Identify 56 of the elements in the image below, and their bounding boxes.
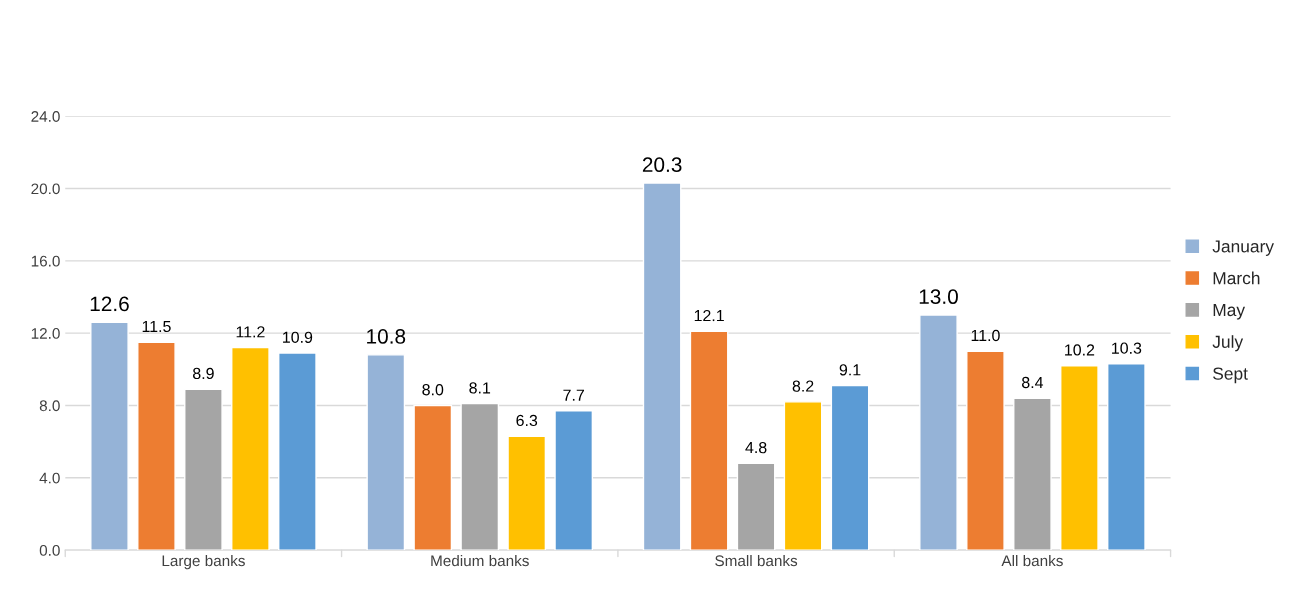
data-label: 7.7 [563,389,584,401]
data-label: 8.1 [469,382,491,394]
legend-label: Sept [1213,367,1248,384]
data-label: 10.3 [1112,342,1142,354]
bar [689,330,729,551]
y-tick-label: 0.0 [39,544,60,556]
bar [366,354,406,551]
data-label: 10.2 [1065,344,1095,356]
data-label: 9.1 [839,364,861,376]
data-label: 10.9 [283,331,313,343]
data-label: 8.0 [422,384,444,396]
x-tick-label: Small banks [715,554,798,567]
data-label: 11.5 [142,320,171,333]
data-label: 12.6 [90,296,129,312]
data-label: 20.3 [642,157,682,173]
y-tick-label: 12.0 [31,328,60,339]
bar [184,388,223,551]
bar [278,352,317,551]
x-tick-label: Medium banks [431,554,529,567]
data-label: 11.2 [236,326,265,338]
bar [1060,365,1099,551]
data-label: 13.0 [919,289,958,305]
legend-label: January [1212,240,1274,256]
bar [1107,363,1146,551]
y-tick-label: 20.0 [31,183,60,195]
bar [231,346,270,551]
bar [919,314,958,551]
bar [1013,397,1052,551]
bar [554,410,594,551]
bar [137,341,176,551]
bar [507,435,547,551]
data-label: 8.2 [792,380,814,392]
bar [966,350,1005,551]
y-tick-label: 16.0 [31,255,60,267]
legend-label: March [1213,271,1260,285]
legend-label: July [1212,335,1244,352]
data-label: 8.9 [193,367,214,380]
bar [783,401,823,551]
y-tick-label: 4.0 [39,472,60,484]
bar [736,462,776,551]
data-label: 11.0 [971,329,1000,342]
y-tick-label: 24.0 [31,111,60,122]
bar [460,402,500,551]
y-tick-label: 8.0 [39,400,60,412]
data-label: 8.4 [1022,376,1044,389]
x-tick-label: All banks [1001,554,1063,567]
data-label: 6.3 [516,414,538,427]
bar [642,182,682,551]
x-tick-label: Large banks [162,554,245,570]
bar [90,321,129,551]
data-label: 12.1 [694,309,724,322]
bar [830,384,870,551]
legend-label: May [1213,304,1246,320]
data-label: 4.8 [745,441,767,454]
bar [413,404,453,551]
data-label: 10.8 [367,329,406,344]
